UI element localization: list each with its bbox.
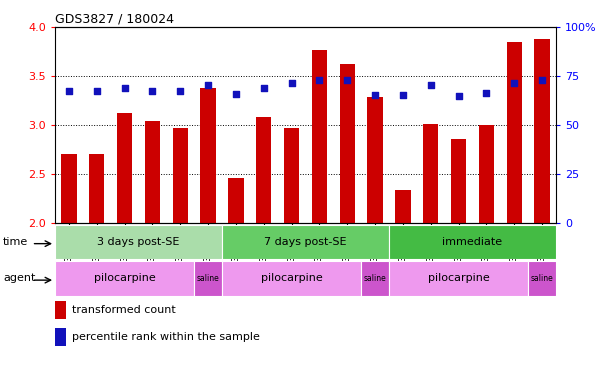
Text: saline: saline xyxy=(197,274,219,283)
Text: GDS3827 / 180024: GDS3827 / 180024 xyxy=(55,13,174,26)
Point xyxy=(259,84,269,91)
Bar xyxy=(222,261,361,296)
Bar xyxy=(284,128,299,223)
Point xyxy=(510,79,519,86)
Bar xyxy=(117,113,132,223)
Bar xyxy=(340,64,355,223)
Point xyxy=(147,88,157,94)
Text: pilocarpine: pilocarpine xyxy=(93,273,155,283)
Point xyxy=(454,93,464,99)
Point xyxy=(537,77,547,83)
Text: pilocarpine: pilocarpine xyxy=(428,273,489,283)
Point xyxy=(370,93,380,99)
Bar xyxy=(172,128,188,223)
Text: agent: agent xyxy=(3,273,35,283)
Point xyxy=(203,81,213,88)
Bar xyxy=(61,154,76,223)
Point xyxy=(120,84,130,91)
Text: 3 days post-SE: 3 days post-SE xyxy=(97,237,180,247)
Bar xyxy=(229,178,244,223)
Point xyxy=(64,88,74,94)
Bar xyxy=(55,225,222,259)
Point xyxy=(92,88,101,94)
Bar xyxy=(145,121,160,223)
Text: 7 days post-SE: 7 days post-SE xyxy=(264,237,347,247)
Text: percentile rank within the sample: percentile rank within the sample xyxy=(72,332,260,342)
Bar xyxy=(535,39,550,223)
Text: immediate: immediate xyxy=(442,237,503,247)
Text: saline: saline xyxy=(364,274,387,283)
Point xyxy=(342,77,352,83)
Bar xyxy=(395,190,411,223)
Bar xyxy=(222,225,389,259)
Point xyxy=(481,90,491,96)
Bar xyxy=(423,124,439,223)
Point xyxy=(398,93,408,99)
Bar xyxy=(55,261,194,296)
Point xyxy=(175,88,185,94)
Bar xyxy=(312,50,327,223)
Bar xyxy=(451,139,466,223)
Bar xyxy=(200,88,216,223)
Bar xyxy=(367,98,382,223)
Text: saline: saline xyxy=(531,274,554,283)
Bar xyxy=(256,117,271,223)
Bar xyxy=(361,261,389,296)
Bar xyxy=(389,261,528,296)
Point xyxy=(426,81,436,88)
Bar xyxy=(194,261,222,296)
Text: time: time xyxy=(3,237,28,247)
Bar xyxy=(89,154,104,223)
Point xyxy=(287,79,296,86)
Text: pilocarpine: pilocarpine xyxy=(261,273,323,283)
Bar xyxy=(479,125,494,223)
Bar xyxy=(507,41,522,223)
Point xyxy=(231,91,241,98)
Point xyxy=(315,77,324,83)
Bar xyxy=(389,225,556,259)
Text: transformed count: transformed count xyxy=(72,305,176,315)
Bar xyxy=(528,261,556,296)
